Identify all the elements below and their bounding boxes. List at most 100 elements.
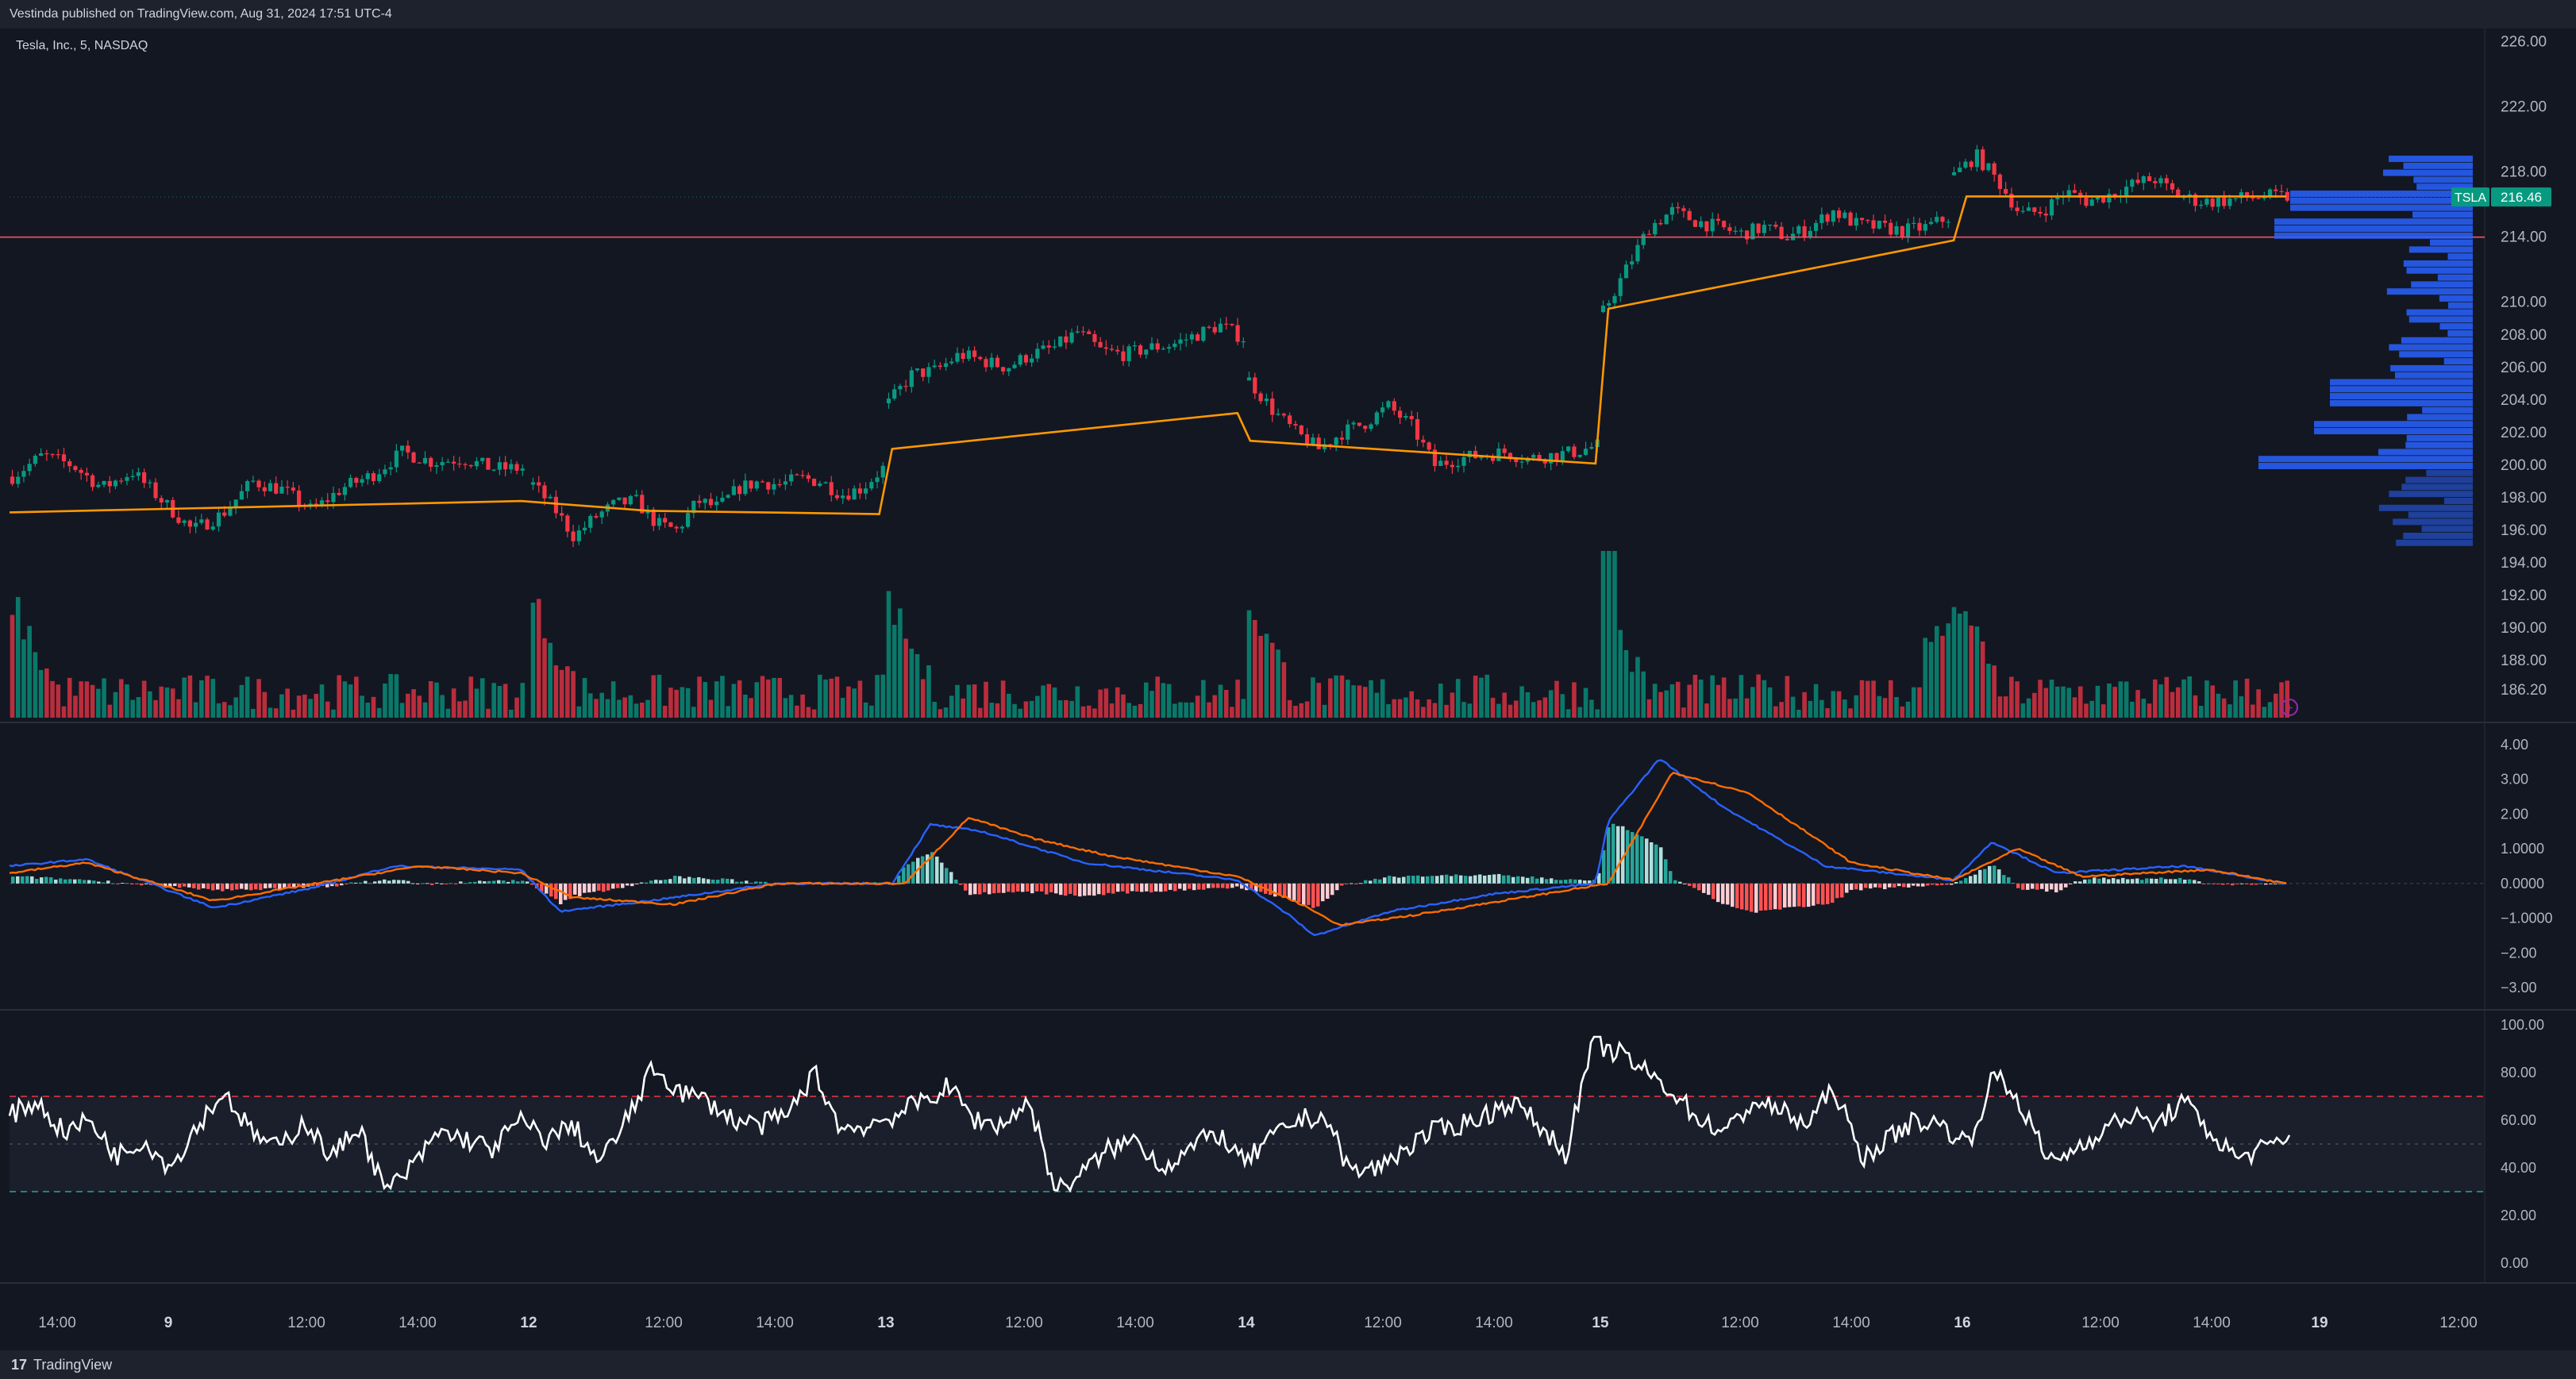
macd-histogram-bar [2002,875,2006,884]
candle-body [360,479,364,483]
candle-body [1722,221,1727,228]
macd-histogram-bar [387,880,391,884]
volume-profile-bar [2330,393,2473,400]
volume-bar [44,668,49,718]
volume-bar [1808,700,1813,718]
chart-svg[interactable]: Tesla, Inc., 5, NASDAQ 226.00 222.00 218.00… [0,29,2576,1350]
macd-histogram-bar [1307,883,1311,905]
macd-histogram-bar [597,883,601,891]
macd-histogram-bar [1778,883,1782,910]
volume-bar [268,707,273,718]
candle-body [537,482,541,486]
macd-histogram-bar [1511,876,1515,884]
macd-histogram-bar [1383,877,1387,884]
candle-body [869,482,874,489]
volume-profile-bar [2290,204,2473,211]
volume-bar [1415,699,1420,718]
volume-profile-bar [2401,483,2473,491]
macd-histogram-bar [483,881,487,884]
brand[interactable]: 17 TradingView [11,1357,112,1373]
volume-bar [834,676,840,718]
volume-profile-bar [2330,399,2473,406]
macd-histogram-bar [2140,880,2144,884]
candle-body [651,509,656,526]
macd-histogram-bar [1788,883,1792,907]
macd-histogram-bar [1993,865,1996,884]
macd-histogram-bar [602,883,606,892]
macd-histogram-bar [1754,883,1758,913]
volume-bar [703,682,708,718]
volume-bar [1750,687,1755,718]
volume-bar [1098,689,1103,718]
macd-histogram-bar [59,878,63,884]
candle-body [1974,149,1980,168]
volume-bar [1223,689,1229,718]
volume-bar [376,707,382,718]
candle-body [1796,225,1801,234]
macd-histogram-bar [35,879,39,884]
volume-bar [1012,703,1017,718]
candle-body [1813,222,1819,231]
macd-histogram-bar [1997,869,2001,884]
volume-bar [1756,674,1761,718]
macd-histogram-bar [311,883,315,886]
candle-body [2176,189,2181,198]
volume-bar [113,691,118,718]
macd-histogram-bar [1831,883,1835,903]
volume-bar [1241,699,1246,718]
candle-body [691,500,696,514]
candle-body [1808,230,1812,237]
volume-bar [1258,635,1263,718]
volume-bar [141,680,147,718]
volume-bar [2221,698,2227,718]
candle-body [1630,261,1635,265]
candle-body [2101,195,2106,202]
macd-histogram-bar [340,883,344,886]
macd-histogram-bar [2126,879,2130,884]
macd-histogram-bar [997,883,1001,893]
macd-histogram-bar [11,876,15,884]
volume-bar [1629,672,1635,718]
candle-body [21,471,26,477]
volume-bar [1692,674,1698,718]
macd-histogram-bar [2221,883,2225,885]
candle-body [1201,326,1206,341]
volume-bar [1155,676,1160,718]
candle-body [2285,191,2289,201]
macd-histogram-bar [430,883,434,885]
volume-profile-bar [2409,246,2473,253]
macd-histogram-bar [1273,883,1277,897]
macd-histogram-bar [2178,877,2182,884]
macd-histogram-bar [1211,883,1215,888]
add-indicator-icon[interactable] [2281,699,2298,716]
macd-histogram-bar [2174,879,2177,884]
chart-area[interactable]: Tesla, Inc., 5, NASDAQ 226.00 222.00 218.00… [0,29,2576,1350]
macd-histogram-bar [1454,874,1458,884]
candle-body [440,461,445,466]
volume-profile-bar [2405,441,2473,449]
macd-histogram-bar [711,879,715,884]
volume-bar [1542,697,1548,718]
macd-histogram-bar [1978,869,1982,884]
macd-histogram-bar [1049,883,1053,892]
volume-bar [2066,688,2072,718]
volume-bar [1490,697,1496,718]
candle-body [1092,333,1097,342]
candle-body [1785,239,1789,241]
macd-histogram-bar [1173,883,1177,892]
macd-histogram-bar [178,883,182,888]
candle-body [663,518,668,523]
volume-bar [1502,692,1507,718]
candle-body [142,472,147,483]
candle-body [2170,183,2175,190]
volume-bar [1641,671,1646,718]
candle-body [1351,422,1356,425]
volume-bar [164,687,170,718]
candle-body [239,491,244,500]
macd-histogram-bar [1030,883,1034,894]
macd-histogram-bar [268,883,272,888]
macd-histogram-bar [1897,883,1901,887]
candle-body [354,478,359,483]
macd-histogram-bar [988,883,992,895]
macd-histogram-bar [368,883,372,884]
